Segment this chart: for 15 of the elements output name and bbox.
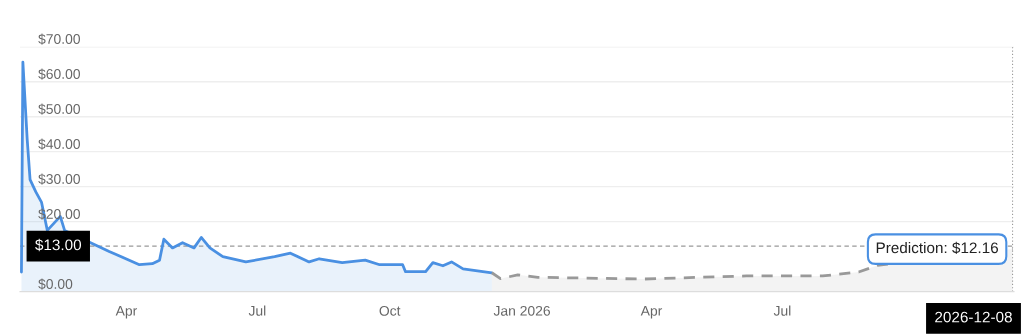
x-tick-label: Jul <box>248 305 266 316</box>
y-tick-label: $30.00 <box>38 173 80 185</box>
x-tick-label: Apr <box>640 306 663 319</box>
y-tick-label: $70.00 <box>38 33 80 45</box>
ref-line-label: $13.00 <box>35 238 82 252</box>
ref-line-label: 2026-12-08 <box>935 311 1012 323</box>
y-tick-label: $60.00 <box>38 68 80 80</box>
x-tick-label: Jan 2026 <box>493 305 550 316</box>
x-tick-label: Jul <box>773 305 791 316</box>
x-tick-label: Oct <box>379 305 401 316</box>
x-tick-label: Apr <box>115 306 138 319</box>
y-tick-label: $0.00 <box>38 278 73 290</box>
y-tick-label: $40.00 <box>38 138 80 150</box>
annotation: Prediction: $12.16 <box>876 241 999 255</box>
y-tick-label: $50.00 <box>38 103 80 115</box>
